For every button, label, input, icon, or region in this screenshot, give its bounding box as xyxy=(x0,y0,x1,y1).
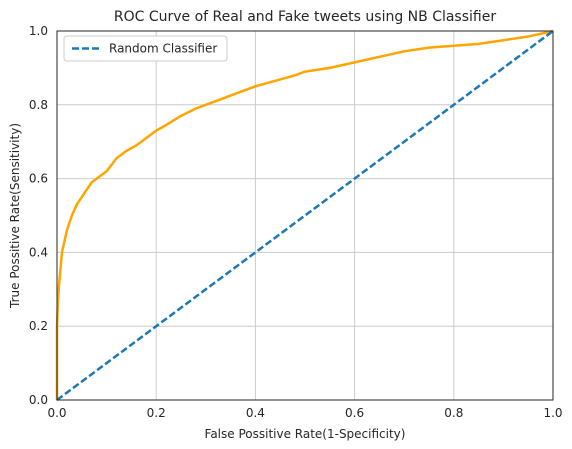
chart-title: ROC Curve of Real and Fake tweets using … xyxy=(114,9,496,25)
x-ticks: 0.0 0.2 0.4 0.6 0.8 1.0 xyxy=(47,406,562,420)
series-line-random-classifier xyxy=(57,31,553,400)
y-tick-label: 1.0 xyxy=(29,24,48,38)
y-tick-label: 0.8 xyxy=(29,98,48,112)
x-axis-label: False Possitive Rate(1-Specificity) xyxy=(205,427,406,441)
y-tick-label: 0.0 xyxy=(29,393,48,407)
x-tick-label: 1.0 xyxy=(543,406,562,420)
y-ticks: 0.0 0.2 0.4 0.6 0.8 1.0 xyxy=(29,24,48,407)
legend: Random Classifier xyxy=(64,36,227,61)
y-axis-label: True Possitive Rate(Sensitivity) xyxy=(8,123,22,309)
x-tick-label: 0.8 xyxy=(444,406,463,420)
y-tick-label: 0.4 xyxy=(29,245,48,259)
x-tick-label: 0.0 xyxy=(47,406,66,420)
y-tick-label: 0.2 xyxy=(29,319,48,333)
x-tick-label: 0.2 xyxy=(147,406,166,420)
series-layer xyxy=(57,31,553,400)
x-tick-label: 0.4 xyxy=(246,406,265,420)
legend-label-random-classifier: Random Classifier xyxy=(109,42,217,56)
x-tick-label: 0.6 xyxy=(345,406,364,420)
y-tick-label: 0.6 xyxy=(29,172,48,186)
